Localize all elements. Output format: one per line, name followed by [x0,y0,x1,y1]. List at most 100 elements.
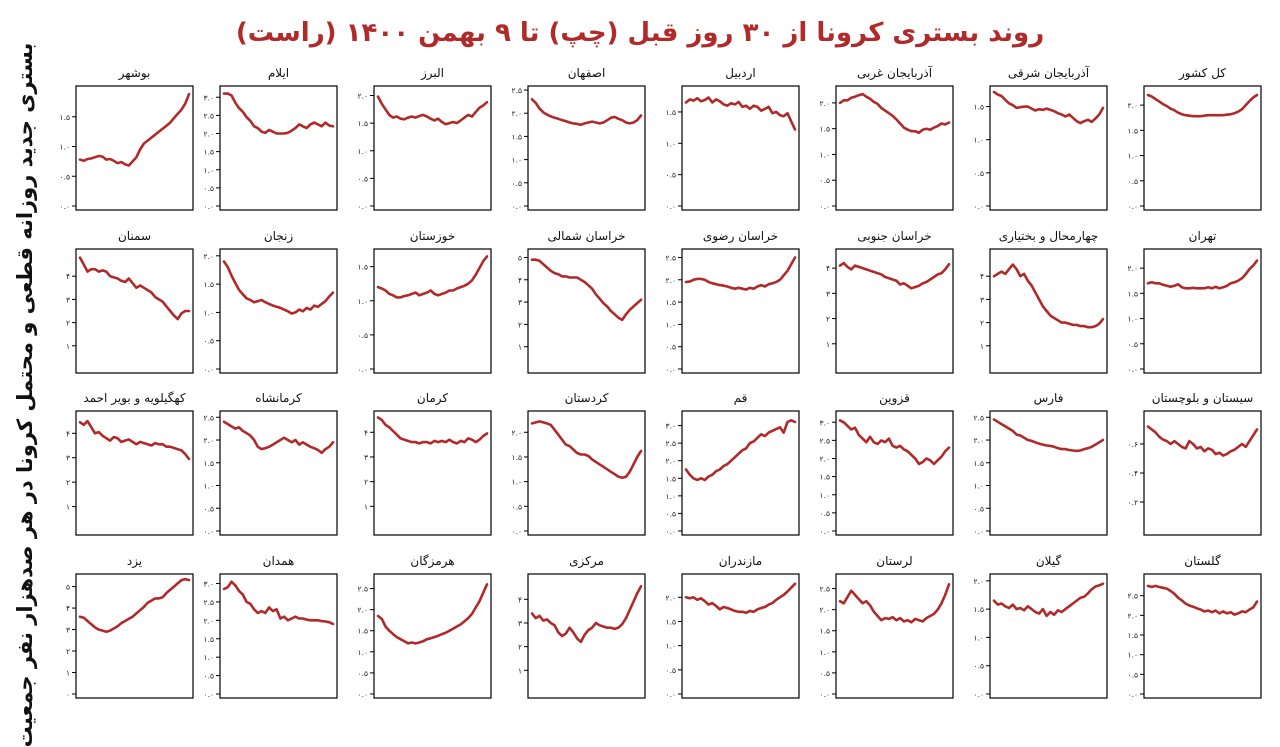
series-line [1146,584,1259,616]
panel: مازندران ۰.۰ ۰.۵ ۱.۰ ۱.۵ ۲.۰ [666,554,800,699]
y-tick-label: ۰.۰ [358,690,368,699]
series-line [992,90,1105,125]
series-line [78,256,191,321]
series-line [78,577,191,634]
panel-title: ایلام [268,66,289,80]
y-tick-label: ۲ [66,478,70,487]
panels-svg: کل کشور ۰.۰ ۰.۵ ۱.۰ ۱.۵ ۲.۰ آذربایجان شرقی ۰.۰ ۰… [60,65,1262,699]
panel: زنجان ۰.۰ ۰.۵ ۱.۰ ۱.۵ ۲.۰ [204,229,338,374]
panel: مرکزی ۱ ۲ ۳ ۴ [518,554,646,699]
series-line [684,256,797,291]
panel-title: چهارمحال و بختیاری [999,229,1099,244]
panel: کل کشور ۰.۰ ۰.۵ ۱.۰ ۱.۵ ۲.۰ [1128,66,1262,211]
y-tick-label: ۲ [66,647,70,656]
y-tick-label: ۱.۵ [60,113,70,122]
y-tick-label: ۰.۰ [358,202,368,211]
panel-title: خراسان شمالی [547,229,625,244]
series-line [530,258,643,322]
y-tick-label: ۱.۵ [820,125,830,134]
y-tick-label: ۱.۵ [358,627,368,636]
y-tick-label: ۰.۵ [666,171,676,180]
y-tick-label: ۱.۰ [204,166,214,175]
panel-frame [75,573,194,699]
y-tick-label: ۱.۵ [204,148,214,157]
panel-frame [681,85,800,211]
y-tick-label: ۰.۵ [512,179,522,188]
panel-frame [989,573,1108,699]
panel-title: آذربایجان شرقی [1008,65,1090,81]
y-tick-label: ۰.۵ [358,174,368,183]
y-tick-label: ۰.۰ [974,690,984,699]
y-tick-label: ۱.۰ [820,491,830,500]
y-tick-label: ۱.۵ [666,618,676,627]
y-tick-label: ۴ [364,428,368,437]
panel-title: تهران [1189,229,1217,244]
panel-frame [835,85,954,211]
y-tick-label: ۱ [980,342,984,351]
y-tick-label: ۲ [518,320,522,329]
panel-title: همدان [263,554,295,568]
y-tick-label: ۴ [66,429,70,438]
y-tick-label: ۰.۵ [820,176,830,185]
panel-frame [219,410,338,536]
panel: خوزستان ۰.۰ ۰.۵ ۱.۰ ۱.۵ [358,229,492,374]
y-tick-label: ۱.۰ [358,147,368,156]
panel: قم ۰.۰ ۰.۵ ۱.۰ ۱.۵ ۲.۰ ۲.۵ ۳.۰ [666,391,800,536]
y-tick-label: ۱.۰ [820,648,830,657]
y-tick-label: ۳ [66,454,70,463]
series-line [684,582,797,615]
panel-title: اصفهان [568,66,606,80]
y-tick-label: ۲.۰ [820,99,830,108]
panel-frame [373,573,492,699]
panel-title: مازندران [719,554,762,569]
y-tick-label: ۰.۵ [974,504,984,513]
y-tick-label: ۲.۰ [204,616,214,625]
panel-frame [989,410,1108,536]
y-tick-label: ۱.۵ [974,605,984,614]
panel-frame [527,85,646,211]
panel-frame [527,573,646,699]
y-tick-label: ۲.۵ [820,436,830,445]
y-tick-label: ۰.۰ [666,365,676,374]
series-line [376,416,489,445]
y-tick-label: ۵ [66,583,70,592]
y-tick-label: ۰.۰ [204,690,214,699]
panel-title: هرمزگان [410,554,454,569]
y-tick-label: ۲ [826,315,830,324]
y-tick-label: ۰.۲ [1128,498,1138,507]
panel: بوشهر ۰.۰ ۰.۵ ۱.۰ ۱.۵ [60,66,194,211]
panel-title: کردستان [565,391,609,406]
panel-title: بوشهر [118,66,151,81]
y-tick-label: ۱.۵ [666,298,676,307]
panel: لرستان ۰.۰ ۰.۵ ۱.۰ ۱.۵ ۲.۰ ۲.۵ [820,554,954,699]
y-tick-label: ۰.۵ [358,669,368,678]
panel-frame [989,85,1108,211]
panel: یزد ۰ ۱ ۲ ۳ ۴ ۵ [66,554,194,699]
y-tick-label: ۱.۰ [1128,651,1138,660]
y-tick-label: ۱.۰ [204,653,214,662]
y-tick-label: ۲ [518,643,522,652]
y-tick-label: ۰.۰ [1128,365,1138,374]
panel: خراسان شمالی ۱ ۲ ۳ ۴ ۵ [518,229,646,374]
panel-title: فارس [1034,391,1064,406]
y-tick-label: ۰.۵ [512,502,522,511]
y-tick-label: ۲.۰ [1128,101,1138,110]
y-tick-label: ۱ [364,502,368,511]
y-tick-label: ۲.۵ [204,413,214,422]
panel: قزوین ۰.۰ ۰.۵ ۱.۰ ۱.۵ ۲.۰ ۲.۵ ۳.۰ [820,391,954,536]
y-tick-label: ۰.۵ [204,337,214,346]
y-tick-label: ۰.۵ [1128,177,1138,186]
panel-frame [681,573,800,699]
panel-title: خراسان رضوی [703,229,778,244]
y-tick-label: ۲.۰ [358,606,368,615]
y-tick-label: ۰.۰ [820,202,830,211]
y-tick-label: ۴ [66,604,70,613]
panel: خراسان جنوبی ۱ ۲ ۳ ۴ [826,229,954,374]
y-tick-label: ۰.۵ [974,662,984,671]
y-tick-label: ۱.۰ [512,156,522,165]
y-tick-label: ۱.۰ [974,136,984,145]
panel-frame [835,248,954,374]
panel: کردستان ۰.۰ ۰.۵ ۱.۰ ۱.۵ ۲.۰ [512,391,646,536]
panel-frame [219,85,338,211]
panel-frame [681,248,800,374]
